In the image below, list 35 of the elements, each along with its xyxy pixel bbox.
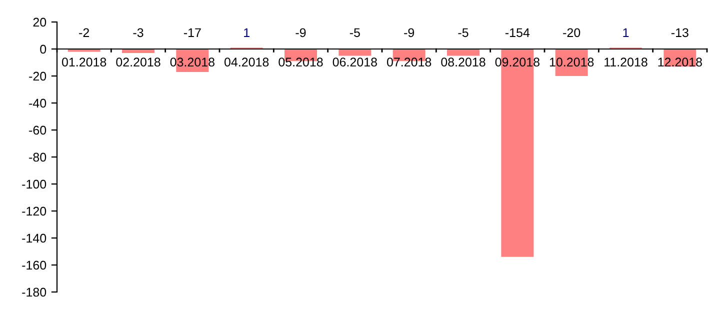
data-label: -2 (79, 28, 90, 37)
x-tick-label: 12.2018 (658, 58, 702, 67)
x-tick-label: 05.2018 (278, 58, 323, 67)
x-tick-label: 03.2018 (170, 58, 214, 67)
data-label: -5 (350, 28, 360, 38)
data-label: 1 (623, 28, 629, 37)
y-tick-label: -80 (29, 152, 46, 162)
data-label: -13 (671, 28, 688, 38)
y-tick-label: -180 (22, 288, 46, 297)
y-tick-label: -40 (29, 98, 46, 108)
y-tick-label: -160 (22, 260, 46, 270)
y-tick-label: -140 (22, 234, 46, 243)
data-label: -9 (404, 28, 414, 38)
y-tick-label: -20 (29, 72, 46, 81)
data-label: -9 (296, 28, 306, 38)
x-tick-label: 09.2018 (495, 58, 540, 67)
data-label: -154 (505, 28, 530, 38)
x-tick-label: 04.2018 (224, 58, 269, 67)
y-tick-label: 0 (40, 44, 46, 54)
y-tick-label: -100 (22, 180, 46, 189)
y-tick-label: -60 (29, 126, 46, 135)
x-tick-label: 08.2018 (441, 58, 486, 67)
x-tick-label: 07.2018 (386, 58, 432, 67)
x-tick-label: 06.2018 (332, 58, 377, 67)
x-tick-label: 11.2018 (604, 58, 648, 67)
x-tick-label: 01.2018 (62, 58, 106, 67)
data-label: -5 (458, 28, 468, 38)
data-label: -3 (133, 28, 144, 38)
x-tick-label: 02.2018 (116, 58, 160, 67)
data-label: -17 (184, 28, 201, 37)
data-label: -20 (563, 28, 580, 38)
y-tick-label: 20 (33, 18, 46, 27)
data-label: 1 (244, 28, 250, 37)
x-tick-label: 10.2018 (550, 58, 594, 67)
y-tick-label: -120 (22, 206, 46, 216)
